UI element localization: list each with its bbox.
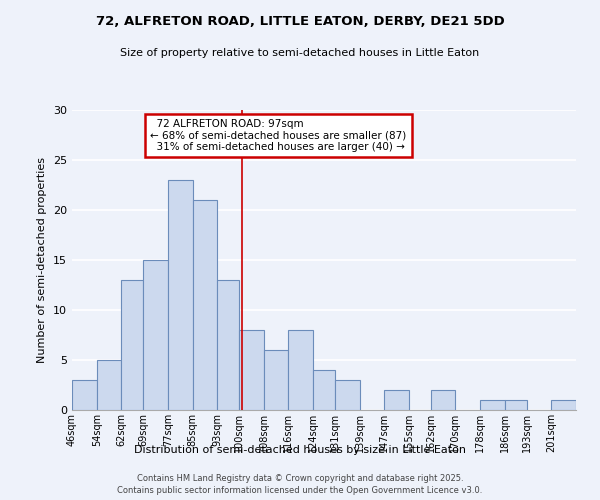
Text: Size of property relative to semi-detached houses in Little Eaton: Size of property relative to semi-detach… [121,48,479,58]
Bar [551,400,576,410]
Bar [384,390,409,410]
Bar [72,380,97,410]
Bar [97,360,121,410]
Bar [335,380,359,410]
Bar [264,350,289,410]
Text: Contains HM Land Registry data © Crown copyright and database right 2025.
Contai: Contains HM Land Registry data © Crown c… [118,474,482,495]
Bar [431,390,455,410]
Text: 72 ALFRETON ROAD: 97sqm  
← 68% of semi-detached houses are smaller (87)
  31% o: 72 ALFRETON ROAD: 97sqm ← 68% of semi-de… [150,119,406,152]
Bar [289,330,313,410]
Y-axis label: Number of semi-detached properties: Number of semi-detached properties [37,157,47,363]
Bar [143,260,168,410]
Bar [168,180,193,410]
Bar [239,330,264,410]
Text: 72, ALFRETON ROAD, LITTLE EATON, DERBY, DE21 5DD: 72, ALFRETON ROAD, LITTLE EATON, DERBY, … [95,15,505,28]
Bar [313,370,335,410]
Bar [193,200,217,410]
Bar [121,280,143,410]
Bar [217,280,239,410]
Text: Distribution of semi-detached houses by size in Little Eaton: Distribution of semi-detached houses by … [134,445,466,455]
Bar [480,400,505,410]
Bar [505,400,527,410]
